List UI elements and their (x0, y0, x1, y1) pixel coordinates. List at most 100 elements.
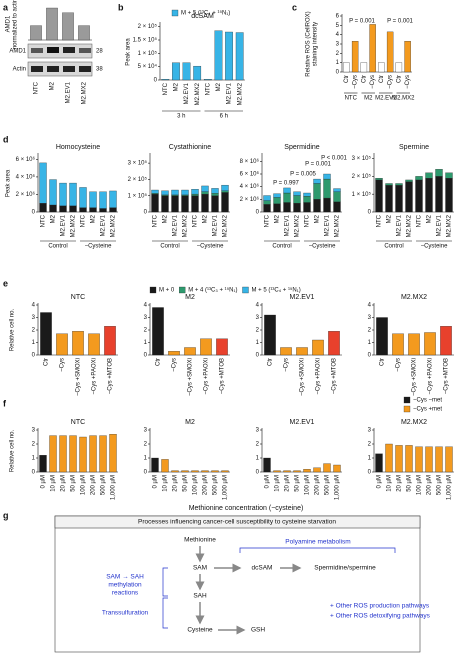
bar (191, 193, 199, 196)
bar (273, 203, 281, 213)
chart-title: M2 (185, 294, 195, 301)
bar (39, 162, 47, 204)
bar (172, 62, 180, 81)
x-tick-label: M2 (91, 214, 97, 223)
bar (104, 326, 116, 356)
bar (303, 192, 311, 197)
bar (181, 189, 189, 196)
y-tick-label: 2 (144, 442, 148, 448)
group-label: Control (48, 244, 67, 250)
bar (211, 470, 219, 473)
x-tick-label: M2 (174, 82, 180, 91)
x-tick-label: −Cys +SMOXi (76, 358, 82, 396)
bar (263, 200, 271, 205)
x-tick-label: M2.EV1 (227, 82, 233, 104)
x-tick-label: 20 µM (61, 475, 67, 492)
x-tick-label: −Cys +PAOXi (204, 358, 210, 395)
bar (425, 178, 433, 213)
x-tick-label: 1,000 µM (223, 475, 229, 500)
legend-label: −Cys −met (413, 398, 442, 404)
bar (191, 189, 199, 195)
group-label: Control (160, 244, 179, 250)
bar (78, 25, 90, 41)
y-tick-label: 4 (256, 303, 260, 309)
x-tick-label: Ctr (268, 358, 274, 366)
x-tick-label: Ctr (396, 75, 402, 83)
y-tick-label: 3 × 10⁵ (128, 160, 148, 167)
bar (404, 41, 411, 73)
y-tick-label: 2 × 10⁵ (128, 176, 148, 183)
x-tick-label: M2.EV1 (61, 214, 67, 236)
bar (171, 189, 179, 196)
x-tick-label: NTC (34, 81, 40, 94)
x-tick-label: M2.MX2 (237, 82, 243, 105)
bar (293, 202, 301, 213)
y-tick-label: 3 (256, 428, 260, 434)
legend-label: M + 5 (¹³C₄ + ¹⁵N₁) (251, 287, 300, 294)
panel-label: b (118, 2, 124, 12)
x-tick-label: −Cys (353, 75, 359, 89)
bar (225, 31, 233, 81)
x-tick-label: 200 µM (315, 475, 321, 495)
bar (152, 307, 164, 356)
y-tick-label: 0 (32, 353, 36, 359)
x-tick-label: M2.EV1 (437, 214, 443, 236)
x-tick-label: M2.EV1 (101, 214, 107, 236)
bar (333, 191, 341, 203)
bar (191, 470, 199, 473)
diagram: Processes influencing cancer-cell suscep… (54, 515, 431, 653)
bar (46, 7, 58, 41)
y-tick-label: 5 (336, 23, 340, 29)
x-axis-label: Methionine concentration (−cysteine) (189, 505, 304, 512)
x-tick-label: 10 µM (275, 475, 281, 492)
bar (445, 172, 453, 179)
chart-title: Spermine (399, 144, 429, 151)
bar (313, 199, 321, 213)
bar (109, 190, 117, 208)
x-tick-label: NTC (41, 214, 47, 227)
annotation: P = 0.001 (387, 19, 413, 25)
x-tick-label: NTC (377, 214, 383, 227)
bar (385, 185, 393, 213)
x-tick-label: −Cys +PAOXi (428, 358, 434, 395)
x-tick-label: M2 (427, 214, 433, 223)
y-tick-label: 2 (32, 442, 36, 448)
x-tick-label: 500 µM (437, 475, 443, 495)
y-tick-label: 1 (368, 456, 372, 462)
x-tick-label: 20 µM (285, 475, 291, 492)
bar (109, 434, 117, 473)
bar (221, 184, 229, 191)
y-tick-label: 2 × 10⁶ (16, 191, 36, 198)
annotation: P = 0.005 (290, 172, 316, 178)
x-tick-label: M2.EV1 (397, 214, 403, 236)
x-tick-label: NTC (265, 214, 271, 227)
chart-title: Cystathionine (169, 144, 212, 151)
x-tick-label: M2 (163, 214, 169, 223)
x-tick-label: M2.EV1 (66, 81, 72, 103)
bar (39, 203, 47, 213)
group-label: −Cysteine (421, 244, 449, 250)
bar (408, 333, 420, 356)
bar (273, 470, 281, 473)
bar (445, 446, 453, 473)
chart-title: M2 (185, 419, 195, 426)
bar (200, 338, 212, 356)
x-tick-label: M2.MX2 (195, 82, 201, 105)
bar (59, 182, 67, 207)
legend-swatch (179, 286, 186, 294)
bar (79, 436, 87, 473)
x-tick-label: M2.EV1 (325, 214, 331, 236)
process-label: methylation (108, 582, 142, 589)
chart-title: M2.EV1 (290, 419, 315, 426)
bar (49, 204, 57, 213)
bar (303, 202, 311, 213)
bar (69, 205, 77, 213)
bar (201, 470, 209, 473)
bar (89, 191, 97, 208)
x-tick-label: −Cys +PAOXi (316, 358, 322, 395)
panel-label: e (3, 278, 8, 288)
x-tick-label: M2.MX2 (223, 214, 229, 237)
bar (445, 178, 453, 213)
bar (72, 331, 84, 356)
bar (151, 189, 159, 194)
